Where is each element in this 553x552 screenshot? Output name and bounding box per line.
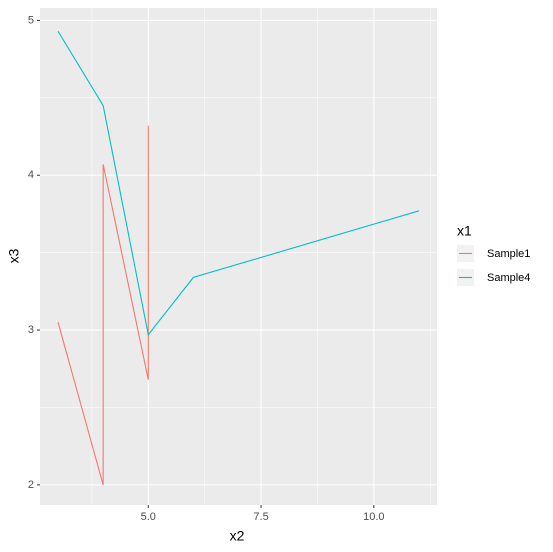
y-axis-title: x3: [6, 248, 22, 263]
y-tick-label: 2: [28, 479, 34, 491]
series-line: [57, 30, 420, 336]
panel: [40, 8, 437, 505]
grid: [40, 8, 437, 505]
x-axis-title: x2: [230, 528, 245, 544]
y-tick-label: 5: [28, 14, 34, 26]
series-line: [57, 125, 149, 486]
marks: [57, 30, 420, 486]
legend-title: x1: [457, 223, 472, 239]
legend-label: Sample1: [487, 248, 530, 260]
x-tick-label: 5.0: [141, 511, 156, 523]
x-tick-label: 10.0: [363, 511, 384, 523]
x-tick-label: 7.5: [253, 511, 268, 523]
legend-label: Sample4: [487, 272, 530, 284]
y-tick-label: 4: [28, 169, 34, 181]
y-tick-label: 3: [28, 324, 34, 336]
